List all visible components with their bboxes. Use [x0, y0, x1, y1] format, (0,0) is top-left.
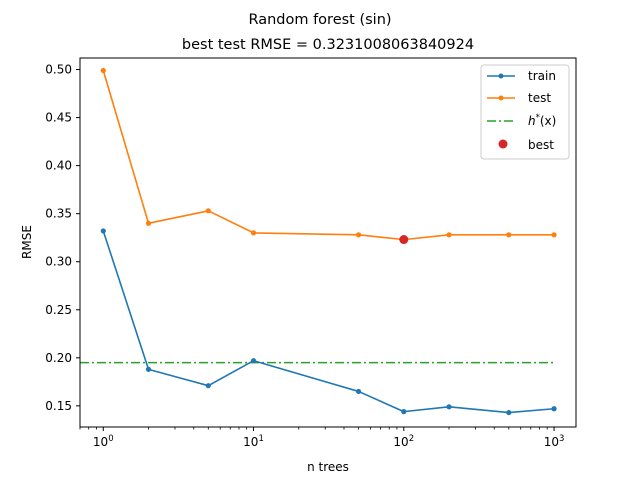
chart-title: Random forest (sin) — [248, 12, 391, 28]
train-point — [205, 383, 211, 389]
legend-box — [480, 64, 570, 160]
y-axis-label: RMSE — [20, 225, 34, 259]
legend-train-marker — [498, 73, 504, 79]
legend-best-marker — [498, 139, 508, 149]
train-point — [100, 228, 106, 234]
test-point — [145, 220, 152, 226]
train-point — [551, 406, 557, 412]
plot-frame — [79, 57, 577, 428]
x-axis-ticks: 100 101 102 103 — [79, 427, 565, 449]
train-point — [250, 358, 257, 364]
y-tick-label: 0.40 — [45, 159, 72, 173]
y-tick-label: 0.30 — [45, 255, 72, 269]
legend-test-label: test — [528, 91, 551, 105]
y-tick-label: 0.50 — [45, 63, 72, 77]
y-tick-label: 0.35 — [45, 207, 72, 221]
legend-reference-label: h*(x) — [528, 113, 556, 128]
legend-train-label: train — [528, 69, 556, 83]
best-point — [399, 235, 409, 245]
test-point — [551, 232, 557, 238]
y-tick-label: 0.15 — [45, 399, 72, 413]
y-tick-label: 0.45 — [45, 111, 72, 125]
y-axis-ticks: 0.15 0.20 0.25 0.30 0.35 0.40 0.45 0.50 — [45, 63, 80, 413]
train-point — [506, 409, 512, 416]
test-point — [250, 230, 257, 236]
x-axis-label: n trees — [307, 460, 349, 474]
x-tick-label: 102 — [393, 434, 414, 449]
y-tick-label: 0.25 — [45, 303, 72, 317]
x-tick-label: 103 — [544, 434, 565, 449]
y-tick-label: 0.20 — [45, 351, 72, 365]
legend-best-label: best — [528, 138, 554, 152]
x-tick-label: 100 — [93, 434, 114, 449]
train-point — [401, 409, 407, 415]
train-point — [446, 404, 452, 410]
chart-subtitle: best test RMSE = 0.3231008063840924 — [182, 37, 474, 53]
train-point — [355, 388, 362, 395]
plot-content — [80, 67, 557, 416]
legend-test-marker — [498, 95, 504, 101]
test-point — [355, 232, 362, 238]
test-point — [446, 232, 452, 238]
test-point — [506, 232, 512, 238]
x-tick-label: 101 — [243, 434, 264, 449]
test-point — [100, 67, 106, 74]
train-point — [145, 366, 152, 372]
test-point — [205, 208, 211, 214]
legend: train test h*(x) best — [480, 64, 570, 160]
